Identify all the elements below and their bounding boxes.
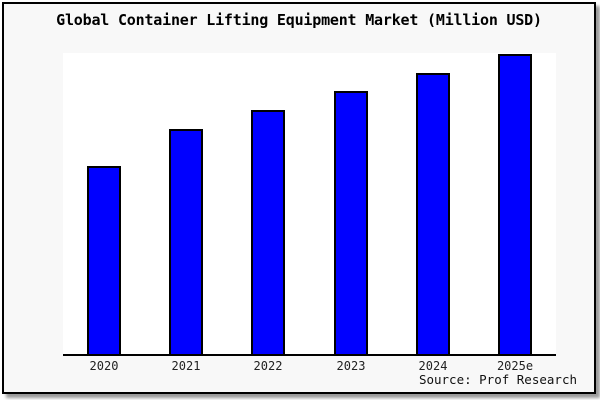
source-credit: Source: Prof Research <box>418 372 577 387</box>
x-tick-label-2024: 2024 <box>418 359 448 373</box>
bar-2023 <box>334 91 368 354</box>
x-tick-label-2020: 2020 <box>89 359 119 373</box>
bar-2022 <box>251 110 285 354</box>
x-axis-labels: 2020 2021 2022 2023 2024 2025e <box>4 359 600 375</box>
bar-2021 <box>169 129 203 354</box>
bar-2020 <box>87 166 121 354</box>
bar-2024 <box>416 73 450 354</box>
x-tick-label-2021: 2021 <box>171 359 201 373</box>
x-tick-label-2025e: 2025e <box>496 359 534 373</box>
chart-title: Global Container Lifting Equipment Marke… <box>56 11 542 29</box>
chart-frame: Global Container Lifting Equipment Marke… <box>2 2 596 394</box>
x-tick-label-2023: 2023 <box>336 359 366 373</box>
x-tick-label-2022: 2022 <box>253 359 283 373</box>
plot-area <box>63 53 556 356</box>
bar-2025e <box>498 54 532 354</box>
